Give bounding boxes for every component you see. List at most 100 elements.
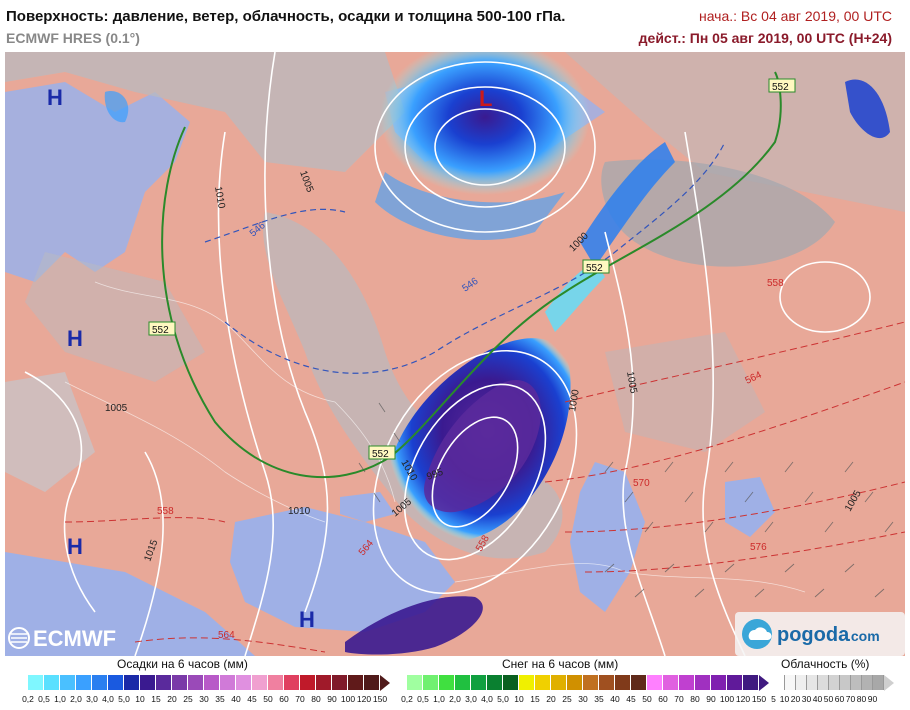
cloud-legend-ticks: 5 10 20 30 40 50 60 70 80 90	[768, 694, 878, 704]
colorbar-swatch	[711, 675, 727, 690]
colorbar-swatch	[599, 675, 615, 690]
colorbar-tick-label: 30	[801, 694, 812, 704]
colorbar-swatch	[284, 675, 300, 690]
colorbar-tick-label: 10	[779, 694, 790, 704]
colorbar-tick-label: 15	[530, 694, 540, 704]
colorbar-swatch	[519, 675, 535, 690]
colorbar-tick-label: 40	[610, 694, 620, 704]
isobar-label: 1005	[105, 403, 128, 414]
colorbar-swatch	[236, 675, 252, 690]
thickness-552-label: 552	[586, 263, 603, 274]
colorbar-tick-label: 10	[135, 694, 145, 704]
colorbar-tick-label: 35	[215, 694, 225, 704]
colorbar-tick-label: 80	[856, 694, 867, 704]
isobar-label: 1005	[624, 371, 639, 395]
isobar-label: 1000	[567, 388, 582, 412]
colorbar-swatch	[583, 675, 599, 690]
svg-text:ECMWF: ECMWF	[33, 626, 116, 651]
colorbar-tick-label: 10	[514, 694, 524, 704]
colorbar-swatch	[840, 675, 851, 690]
high-pressure-center: H	[67, 326, 83, 351]
colorbar-tick-label: 30	[199, 694, 209, 704]
colorbar-tick-label: 1,0	[433, 694, 445, 704]
colorbar-tick-label: 50	[642, 694, 652, 704]
colorbar-tick-label: 120	[356, 694, 372, 704]
thickness-552-label: 552	[152, 325, 169, 336]
colorbar-tick-label: 50	[263, 694, 273, 704]
snow-legend-title: Снег на 6 часов (мм)	[502, 657, 619, 671]
colorbar-swatch	[663, 675, 679, 690]
colorbar-tick-label: 70	[674, 694, 684, 704]
colorbar-tick-label: 30	[578, 694, 588, 704]
colorbar-swatch	[862, 675, 873, 690]
colorbar-swatch	[695, 675, 711, 690]
colorbar-swatch	[300, 675, 316, 690]
colorbar-swatch	[140, 675, 156, 690]
colorbar-tick-label: 15	[151, 694, 161, 704]
colorbar-tick-label: 4,0	[102, 694, 114, 704]
high-pressure-center: H	[47, 85, 63, 110]
pogoda-logo: pogoda .com	[735, 612, 905, 656]
cloud-legend-title: Облачность (%)	[781, 657, 870, 671]
colorbar-swatch	[785, 675, 796, 690]
colorbar-tick-label: 20	[546, 694, 556, 704]
colorbar-swatch	[551, 675, 567, 690]
thickness-label: 570	[633, 478, 650, 489]
colorbar-swatch	[108, 675, 124, 690]
colorbar-tick-label: 45	[247, 694, 257, 704]
colorbar-swatch	[439, 675, 455, 690]
colorbar-swatch	[188, 675, 204, 690]
colorbar-swatch	[851, 675, 862, 690]
thickness-546-line	[224, 141, 726, 374]
caspian-sea	[570, 462, 645, 612]
colorbar-arrow	[759, 675, 769, 691]
aral-sea	[725, 477, 775, 537]
colorbar-tick-label: 70	[295, 694, 305, 704]
black-sea	[230, 507, 455, 632]
model-name: ECMWF HRES (0.1°)	[6, 30, 140, 46]
colorbar-tick-label: 5	[771, 694, 776, 704]
low-pressure-center: L	[479, 86, 492, 111]
colorbar-swatch	[487, 675, 503, 690]
colorbar-arrow	[884, 675, 894, 691]
precip-area	[345, 596, 483, 655]
colorbar-swatch	[807, 675, 818, 690]
colorbar-tick-label: 0,5	[38, 694, 50, 704]
cloud-cover	[25, 252, 205, 382]
colorbar-swatch	[829, 675, 840, 690]
colorbar-tick-label: 150	[751, 694, 767, 704]
colorbar-swatch	[332, 675, 348, 690]
colorbar-tick-label: 100	[340, 694, 356, 704]
svg-text:pogoda: pogoda	[777, 624, 850, 646]
colorbar-tick-label: 120	[735, 694, 751, 704]
thickness-546-line	[204, 208, 346, 243]
thickness-label: 558	[157, 506, 174, 517]
thickness-552-label: 552	[772, 82, 789, 93]
mediterranean-sea	[5, 552, 255, 656]
colorbar-swatch	[631, 675, 647, 690]
precip-band	[545, 262, 605, 332]
colorbar-swatch	[503, 675, 519, 690]
thickness-label: 558	[767, 278, 784, 289]
cloud-colorbar	[774, 675, 894, 691]
colorbar-swatch	[28, 675, 44, 690]
cloud-cover	[5, 52, 405, 172]
colorbar-swatch	[44, 675, 60, 690]
colorbar-tick-label: 45	[626, 694, 636, 704]
colorbar-tick-label: 5,0	[497, 694, 509, 704]
precip-area	[104, 91, 129, 123]
colorbar-swatch	[423, 675, 439, 690]
colorbar-swatch	[268, 675, 284, 690]
colorbar-swatch	[204, 675, 220, 690]
colorbar-tick-label: 0,2	[401, 694, 413, 704]
colorbar-tick-label: 60	[658, 694, 668, 704]
colorbar-tick-label: 5,0	[118, 694, 130, 704]
precip-colorbar	[28, 675, 390, 691]
precip-area	[845, 79, 890, 139]
precip-area	[380, 52, 590, 195]
colorbar-tick-label: 25	[183, 694, 193, 704]
colorbar-tick-label: 2,0	[70, 694, 82, 704]
colorbar-tick-label: 3,0	[465, 694, 477, 704]
chart-title: Поверхность: давление, ветер, облачность…	[6, 8, 566, 25]
high-pressure-center: H	[67, 534, 83, 559]
